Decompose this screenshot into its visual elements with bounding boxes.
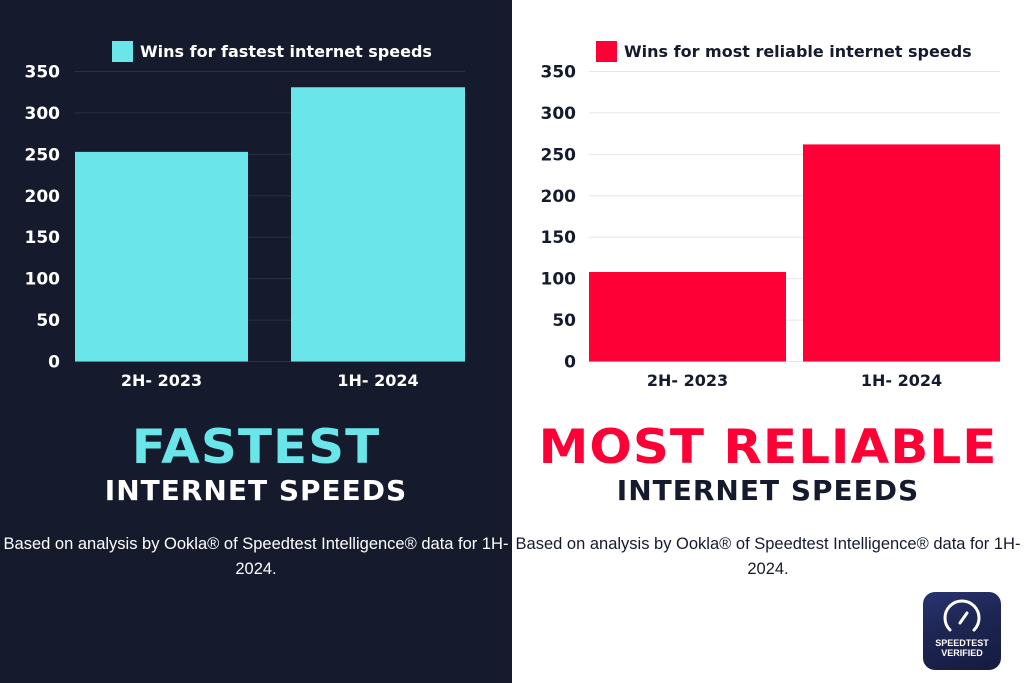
headline: MOST RELIABLE — [538, 419, 998, 475]
bar — [75, 151, 248, 362]
subhead: INTERNET SPEEDS — [616, 474, 920, 507]
footnote: Based on analysis by Ookla® of Speedtest… — [515, 535, 1021, 578]
legend-label: Wins for fastest internet speeds — [140, 42, 432, 61]
y-tick-label: 0 — [564, 353, 576, 373]
fastest-chart: 0 50 100 150 200 250 300 350 2H- 2023 1H- 2024 Win… — [25, 41, 465, 390]
right-panel: 0 50 100 150 200 250 300 350 2H- 2023 1H- 2024 Win… — [512, 0, 1024, 683]
speedtest-verified-badge: SPEEDTEST VERIFIED — [923, 592, 1001, 670]
headline: FASTEST — [131, 419, 381, 475]
badge-line2: VERIFIED — [941, 648, 983, 658]
legend-swatch — [596, 41, 617, 62]
y-tick-label: 300 — [541, 104, 577, 124]
x-tick-label: 1H- 2024 — [337, 371, 418, 390]
badge-line1: SPEEDTEST — [935, 638, 989, 648]
y-tick-label: 100 — [541, 270, 577, 290]
subhead: INTERNET SPEEDS — [104, 474, 408, 507]
y-tick-label: 350 — [541, 63, 577, 83]
y-tick-label: 100 — [25, 270, 61, 290]
y-tick-label: 350 — [25, 63, 61, 83]
y-tick-label: 200 — [541, 187, 577, 207]
x-tick-label: 2H- 2023 — [647, 371, 728, 390]
y-tick-label: 150 — [25, 228, 61, 248]
footnote: Based on analysis by Ookla® of Speedtest… — [3, 535, 509, 578]
legend-swatch — [112, 41, 133, 62]
y-tick-label: 200 — [25, 187, 61, 207]
bar — [803, 144, 1000, 362]
legend-label: Wins for most reliable internet speeds — [624, 42, 972, 61]
left-panel: 0 50 100 150 200 250 300 350 2H- 2023 1H- 2024 Win… — [0, 0, 512, 683]
y-tick-label: 250 — [541, 145, 577, 165]
bar — [291, 87, 465, 362]
reliable-chart: 0 50 100 150 200 250 300 350 2H- 2023 1H- 2024 Win… — [541, 41, 1000, 390]
x-tick-label: 1H- 2024 — [861, 371, 942, 390]
speedometer-icon — [943, 599, 981, 632]
x-tick-label: 2H- 2023 — [121, 371, 202, 390]
bar — [589, 272, 786, 362]
y-tick-label: 250 — [25, 145, 61, 165]
y-tick-label: 150 — [541, 228, 577, 248]
y-tick-label: 300 — [25, 104, 61, 124]
y-tick-label: 50 — [36, 311, 60, 331]
y-tick-label: 50 — [552, 311, 576, 331]
y-tick-label: 0 — [48, 353, 60, 373]
